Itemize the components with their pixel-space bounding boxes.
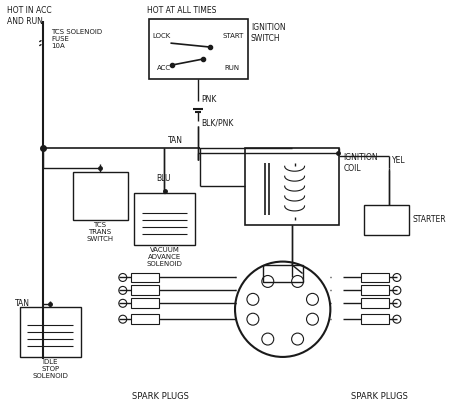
Text: STARTER: STARTER bbox=[413, 215, 447, 224]
Bar bbox=[361, 298, 389, 308]
Bar bbox=[131, 314, 158, 324]
Text: IDLE
STOP
SOLENOID: IDLE STOP SOLENOID bbox=[32, 359, 68, 379]
Text: ACC: ACC bbox=[156, 65, 171, 71]
Text: HOT AT ALL TIMES: HOT AT ALL TIMES bbox=[146, 6, 216, 15]
Bar bbox=[19, 307, 81, 357]
Text: SPARK PLUGS: SPARK PLUGS bbox=[132, 392, 189, 401]
Bar bbox=[245, 148, 339, 225]
Text: HOT IN ACC
AND RUN: HOT IN ACC AND RUN bbox=[7, 6, 51, 26]
Text: SPARK PLUGS: SPARK PLUGS bbox=[351, 392, 408, 401]
Bar bbox=[131, 298, 158, 308]
Bar bbox=[361, 286, 389, 295]
Text: TAN: TAN bbox=[168, 136, 183, 145]
Text: IGNITION
COIL: IGNITION COIL bbox=[343, 153, 378, 173]
Bar bbox=[361, 314, 389, 324]
Text: START: START bbox=[223, 33, 244, 39]
Text: RUN: RUN bbox=[225, 65, 240, 71]
Text: TCS
TRANS
SWITCH: TCS TRANS SWITCH bbox=[86, 222, 113, 242]
Bar bbox=[361, 273, 389, 282]
Text: YEL: YEL bbox=[392, 156, 406, 165]
Bar bbox=[263, 264, 302, 282]
Text: TCS SOLENOID
FUSE
10A: TCS SOLENOID FUSE 10A bbox=[51, 29, 102, 49]
Bar bbox=[73, 172, 128, 220]
Bar bbox=[134, 193, 195, 245]
Bar bbox=[149, 19, 248, 79]
Text: TAN: TAN bbox=[15, 299, 29, 308]
Bar bbox=[364, 205, 409, 235]
Text: BLK/PNK: BLK/PNK bbox=[201, 119, 234, 128]
Text: VACUUM
ADVANCE
SOLENOID: VACUUM ADVANCE SOLENOID bbox=[146, 247, 182, 267]
Text: IGNITION
SWITCH: IGNITION SWITCH bbox=[251, 23, 285, 43]
Bar bbox=[131, 273, 158, 282]
Text: PNK: PNK bbox=[201, 95, 217, 104]
Text: LOCK: LOCK bbox=[153, 33, 171, 39]
Bar bbox=[131, 286, 158, 295]
Text: BLU: BLU bbox=[156, 174, 171, 183]
